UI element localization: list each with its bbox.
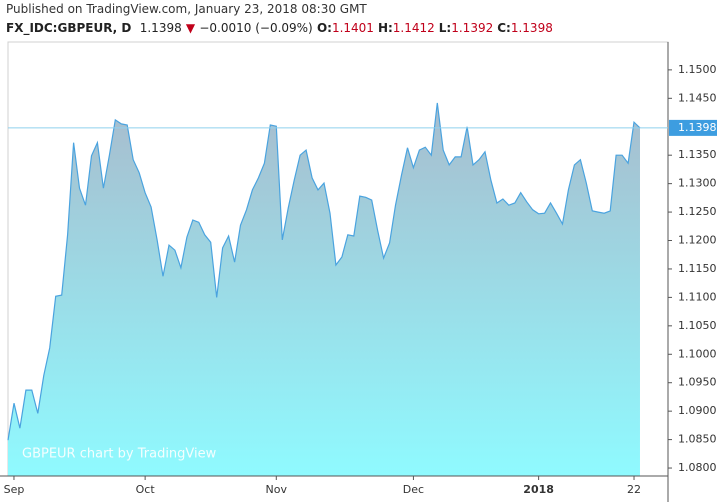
y-tick-label: 1.1050 (678, 319, 717, 332)
last: 1.1398 (139, 21, 182, 35)
ohlc: O:1.1401 H:1.1412 L:1.1392 C:1.1398 (317, 21, 557, 35)
y-tick-label: 1.1200 (678, 234, 717, 247)
published-line: Published on TradingView.com, January 23… (6, 2, 367, 16)
y-tick-label: 1.0900 (678, 404, 717, 417)
y-tick-label: 1.1500 (678, 63, 717, 76)
x-tick-label: 22 (627, 483, 641, 496)
symbol-line: FX_IDC:GBPEUR, D 1.1398 ▼ −0.0010 (−0.09… (6, 21, 557, 35)
change: −0.0010 (−0.09%) (199, 21, 313, 35)
area-line (7, 102, 641, 441)
last-price-box (669, 119, 717, 136)
ohlc-label: L: (438, 21, 452, 35)
y-tick-label: 1.1350 (678, 148, 717, 161)
area-fill (8, 102, 640, 477)
x-tick-label: Nov (266, 483, 288, 496)
x-tick-label: Sep (4, 483, 25, 496)
y-tick-label: 1.0850 (678, 433, 717, 446)
y-tick-label: 1.1000 (678, 347, 717, 360)
symbol: FX_IDC:GBPEUR, D (6, 21, 132, 35)
y-tick-label: 1.1250 (678, 205, 717, 218)
y-tick-label: 1.0950 (678, 376, 717, 389)
y-tick-label: 1.1450 (678, 91, 717, 104)
x-tick-label: Oct (136, 483, 156, 496)
y-tick-label: 1.1100 (678, 290, 717, 303)
x-tick-label: Dec (403, 483, 424, 496)
watermark: GBPEUR chart by TradingView (22, 447, 217, 462)
ohlc-label: C: (497, 21, 511, 35)
ohlc-value: 1.1412 (392, 21, 435, 35)
y-tick-label: 1.1300 (678, 177, 717, 190)
down-arrow: ▼ (185, 21, 196, 35)
ohlc-value: 1.1398 (510, 21, 553, 35)
ohlc-label: O: (316, 21, 332, 35)
y-tick-label: 1.0800 (678, 461, 717, 474)
ohlc-value: 1.1401 (331, 21, 374, 35)
ohlc-value: 1.1392 (451, 21, 494, 35)
x-tick-label: 2018 (523, 483, 554, 496)
last-price-label: 1.1398 (678, 121, 717, 134)
y-tick-label: 1.1150 (678, 262, 717, 275)
ohlc-label: H: (377, 21, 393, 35)
